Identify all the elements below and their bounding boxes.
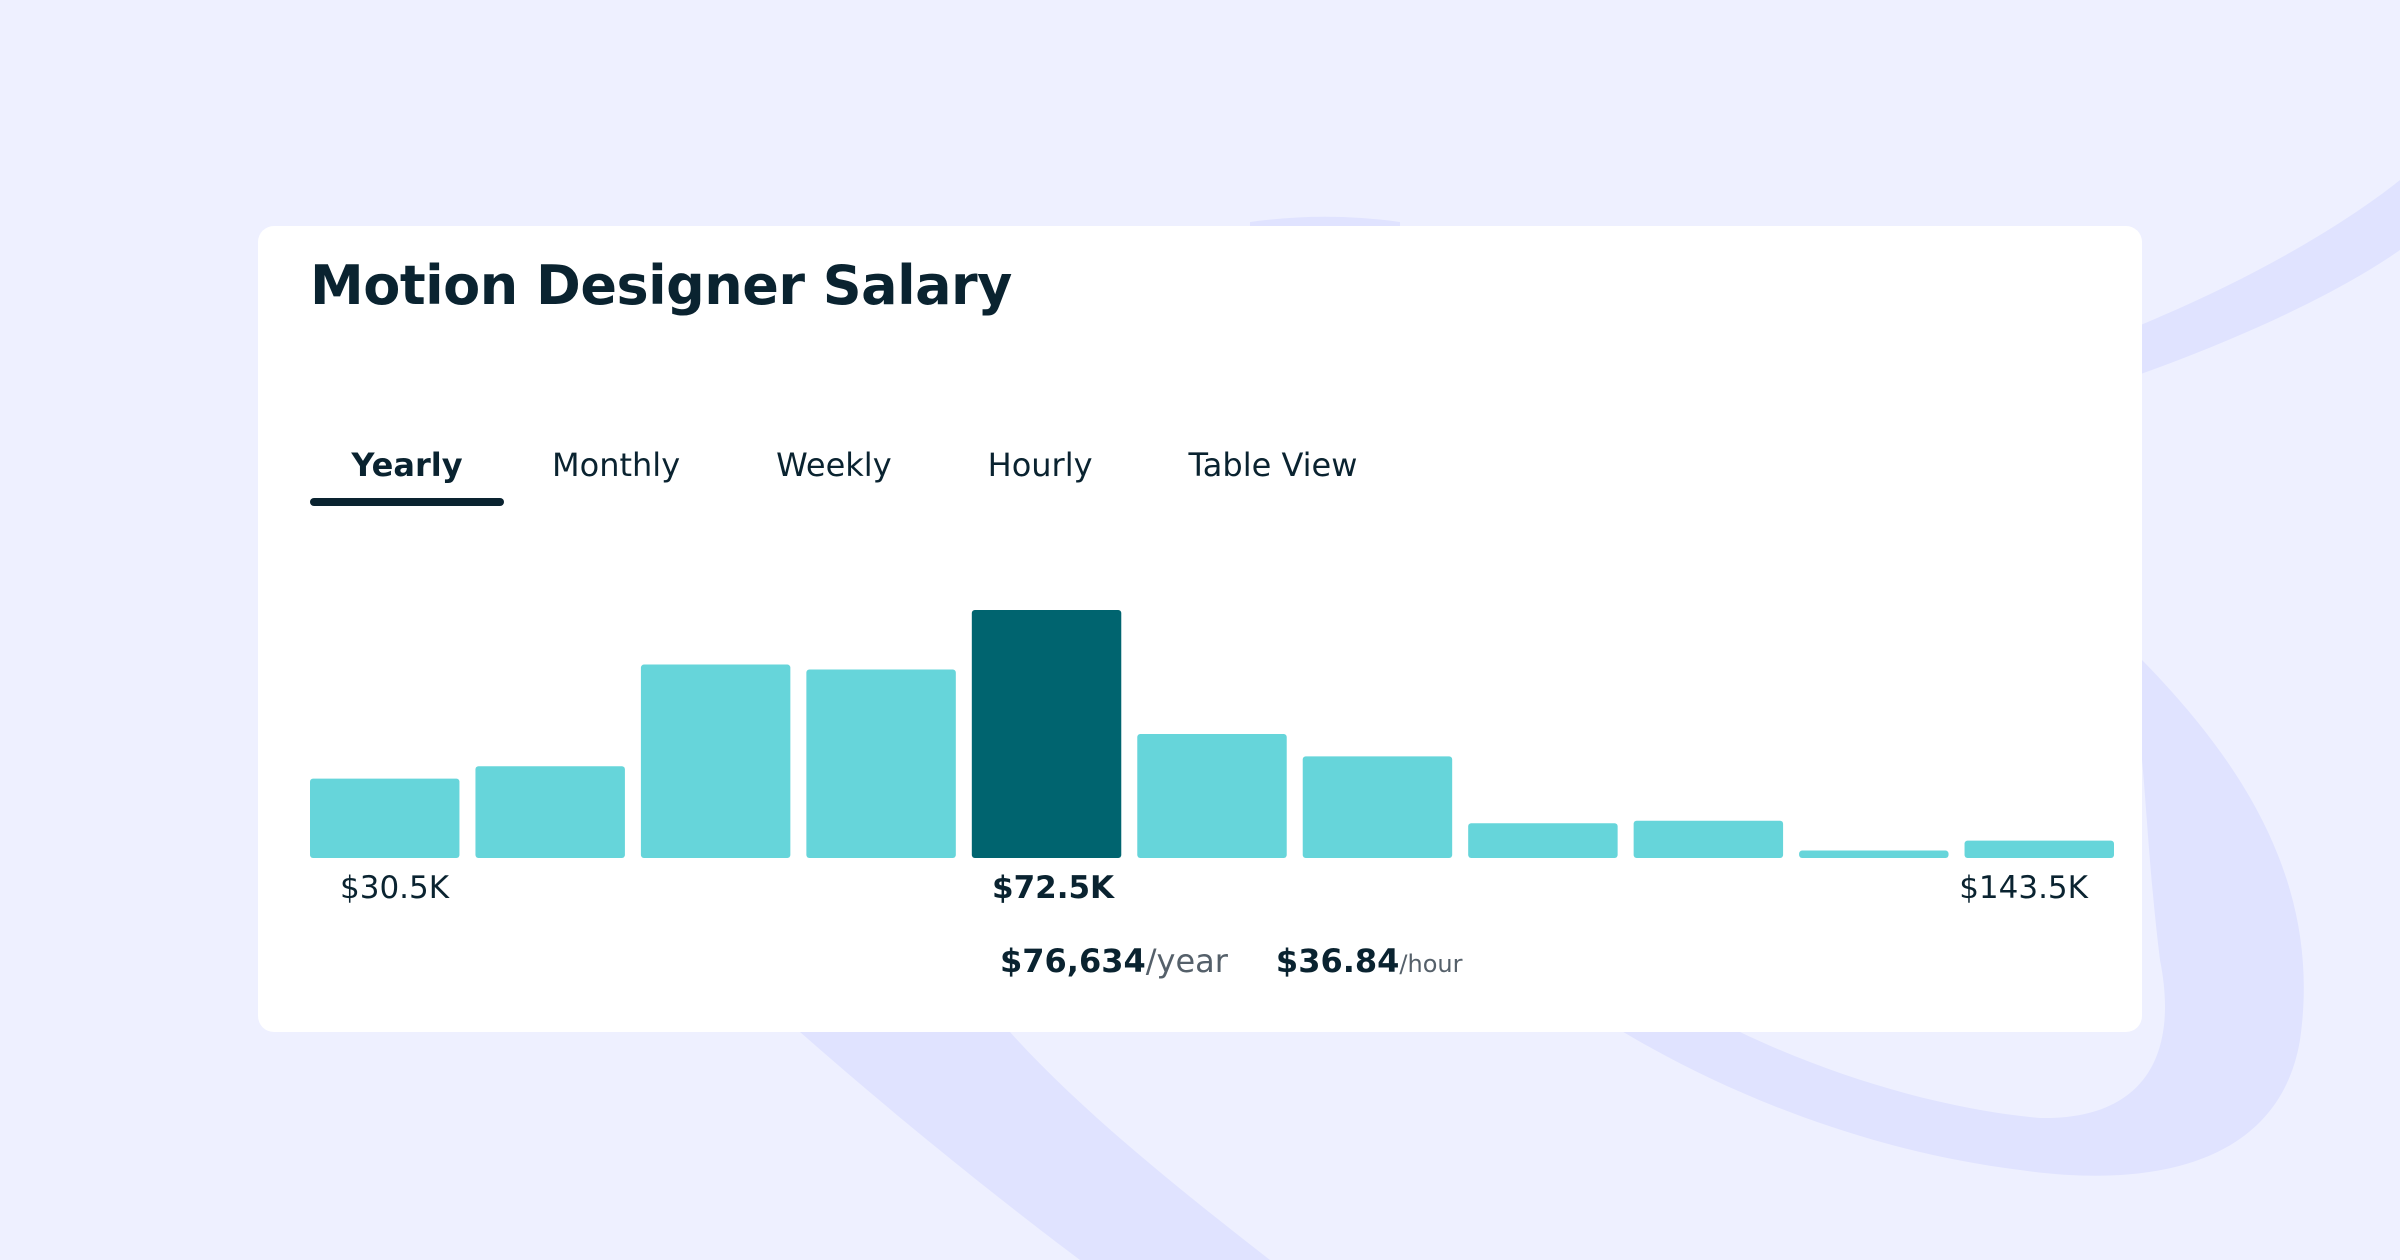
- tab-yearly[interactable]: Yearly: [310, 444, 504, 506]
- tab-monthly-label: Monthly: [552, 446, 681, 484]
- salary-bar[interactable]: [1302, 756, 1453, 858]
- salary-bar-highlighted[interactable]: [971, 610, 1122, 858]
- salary-bar[interactable]: [640, 664, 791, 858]
- salary-bar[interactable]: [1799, 850, 1949, 858]
- page-title: Motion Designer Salary: [310, 254, 1012, 317]
- yearly-salary-value: $76,634: [1000, 942, 1146, 980]
- salary-card: Motion Designer Salary Yearly Monthly We…: [258, 226, 2142, 1032]
- tab-weekly[interactable]: Weekly: [728, 444, 940, 506]
- salary-bar[interactable]: [475, 766, 625, 858]
- salary-bar[interactable]: [310, 778, 460, 858]
- yearly-salary-unit: /year: [1145, 942, 1228, 980]
- salary-bar[interactable]: [1633, 820, 1784, 858]
- salary-histogram: [310, 610, 2114, 858]
- salary-summary: $76,634 /year $36.84 /hour: [1000, 942, 1462, 980]
- tab-monthly[interactable]: Monthly: [504, 444, 728, 506]
- tab-hourly-label: Hourly: [987, 446, 1093, 484]
- hourly-salary-value: $36.84: [1275, 942, 1400, 980]
- hourly-salary-unit: /hour: [1399, 950, 1463, 978]
- tab-table-view[interactable]: Table View: [1141, 444, 1406, 506]
- tab-table-view-label: Table View: [1188, 446, 1358, 484]
- salary-bar[interactable]: [806, 669, 956, 858]
- range-median-label: $72.5K: [992, 870, 1115, 906]
- tab-weekly-label: Weekly: [776, 446, 892, 484]
- range-min-label: $30.5K: [340, 870, 450, 906]
- active-tab-indicator: [310, 498, 504, 506]
- tab-hourly[interactable]: Hourly: [940, 444, 1141, 506]
- period-tabs: Yearly Monthly Weekly Hourly Table View: [310, 444, 1405, 506]
- salary-bar[interactable]: [1137, 734, 1287, 858]
- tab-yearly-label: Yearly: [351, 446, 463, 484]
- range-max-label: $143.5K: [1959, 870, 2088, 906]
- salary-bar[interactable]: [1964, 840, 2114, 858]
- salary-bar[interactable]: [1468, 823, 1618, 858]
